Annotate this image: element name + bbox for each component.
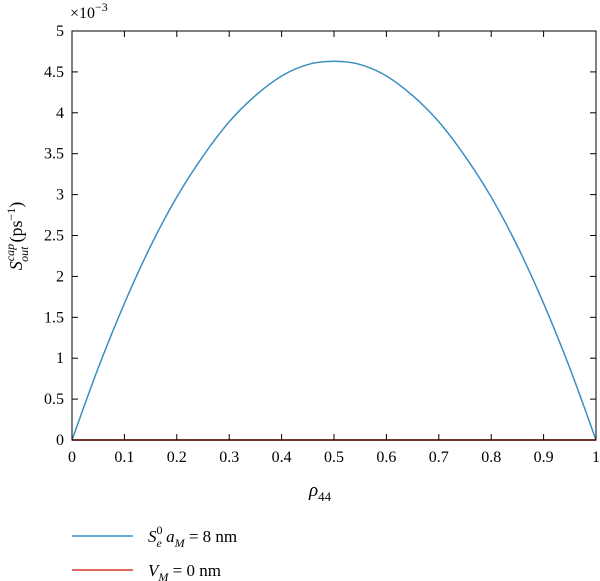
y-multiplier-label: ×10−3	[70, 0, 108, 22]
y-tick-label: 1.5	[44, 309, 64, 326]
y-tick-label: 2.5	[44, 228, 64, 245]
y-multiplier-exponent: −3	[95, 0, 108, 14]
x-tick-label: 0.3	[219, 449, 239, 466]
legend-label-series-1: S0 e aM = 8 nm	[148, 523, 237, 550]
x-tick-label: 0.6	[376, 449, 396, 466]
y-tick-label: 3.5	[44, 146, 64, 163]
x-tick-label: 0.9	[534, 449, 554, 466]
x-tick-label: 0.2	[167, 449, 187, 466]
y-tick-label: 3	[56, 187, 64, 204]
y-tick-label: 2	[56, 268, 64, 285]
x-tick-label: 0.8	[481, 449, 501, 466]
x-axis-label: ρ44	[308, 480, 332, 504]
y-tick-label: 0.5	[44, 391, 64, 408]
legend: S0 e aM = 8 nm VM = 0 nm	[72, 523, 237, 581]
x-tick-label: 1	[592, 449, 600, 466]
x-tick-label: 0.4	[272, 449, 292, 466]
y-tick-label: 4	[56, 105, 64, 122]
y-axis-label: Scapout(ps−1)	[3, 202, 31, 270]
y-tick-label: 1	[56, 350, 64, 367]
axes-layer: 0 0.1 0.2 0.3 0.4 0.5 0.6 0.7 0.8 0.9 1 0 0.5 1 1.5 2 2.…	[44, 23, 600, 466]
x-tick-label: 0	[68, 449, 76, 466]
plot-layer	[71, 60, 597, 441]
x-tick-label: 0.7	[429, 449, 449, 466]
legend-label-series-2: VM = 0 nm	[148, 561, 221, 581]
y-tick-label: 4.5	[44, 64, 64, 81]
x-tick-label: 0.1	[114, 449, 134, 466]
series-line-1	[71, 60, 597, 441]
y-tick-label: 0	[56, 432, 64, 449]
plot-frame	[71, 30, 597, 441]
y-tick-label: 5	[56, 23, 64, 40]
x-tick-label: 0.5	[324, 449, 344, 466]
